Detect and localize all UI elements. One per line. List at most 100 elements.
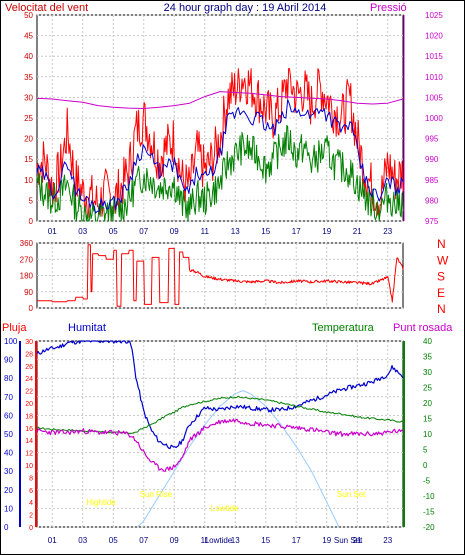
dewpoint-title: Punt rosada <box>393 322 453 334</box>
humidity-y-tick-label: 90 <box>4 356 13 365</box>
direction-y-tick-label: 360 <box>20 239 34 248</box>
humidity-title: Humitat <box>68 322 106 334</box>
wind-x-tick-label: 03 <box>78 227 87 236</box>
direction-compass-label: N <box>437 237 446 251</box>
temp-y-tick-label: 10 <box>423 430 432 439</box>
temp-y-tick-label: 40 <box>423 337 432 346</box>
temperature-title: Temperatura <box>312 322 375 334</box>
rain-y-tick-label: 24 <box>25 376 33 383</box>
pressure-y-tick-label: 990 <box>425 155 439 164</box>
wind-y-tick-label: 50 <box>24 11 33 20</box>
humidity-y-tick-label: 80 <box>4 374 13 383</box>
tide-sun-annotation: Sun Set <box>337 490 366 499</box>
chart-title: 24 hour graph day : 19 Abril 2014 <box>164 2 327 14</box>
wind-speed-series <box>36 68 404 222</box>
wind-y-tick-label: 10 <box>24 176 33 185</box>
rain-y-tick-label: 16 <box>25 426 33 433</box>
pressure-y-tick-label: 1010 <box>425 73 443 82</box>
lowtide-x-label: Lowtide <box>205 536 233 545</box>
rain-y-tick-label: 0 <box>29 525 33 532</box>
wind-average-series <box>36 99 404 214</box>
humidity-y-tick-label: 10 <box>4 504 13 513</box>
rain-y-tick-label: 28 <box>25 351 33 358</box>
rain-y-tick-label: 30 <box>25 339 33 346</box>
humidity-x-tick-label: 19 <box>322 536 331 545</box>
humidity-y-tick-label: 50 <box>4 430 13 439</box>
humidity-x-tick-label: 13 <box>231 536 240 545</box>
direction-y-tick-label: 180 <box>20 272 34 281</box>
dewpoint-series <box>36 418 404 472</box>
tide-sun-annotation: Lowtide <box>211 504 239 513</box>
temp-y-tick-label: 35 <box>423 353 432 362</box>
wind-y-tick-label: 45 <box>24 32 33 41</box>
wind-y-tick-label: 15 <box>24 155 33 164</box>
humidity-x-tick-label: 21 <box>353 536 362 545</box>
humidity-x-tick-label: 15 <box>261 536 270 545</box>
humidity-x-tick-label: 07 <box>139 536 148 545</box>
rain-y-tick-label: 8 <box>29 475 33 482</box>
rain-title: Pluja <box>2 322 27 334</box>
wind-pressure-chart: 0510152025303540455097598098599099510001… <box>24 11 443 236</box>
humidity-y-tick-label: 100 <box>4 337 18 346</box>
rain-y-tick-label: 6 <box>29 488 33 495</box>
rain-y-tick-label: 4 <box>29 500 33 507</box>
temp-y-tick-label: -20 <box>423 523 435 532</box>
rain-y-tick-label: 20 <box>25 401 33 408</box>
wind-y-tick-label: 40 <box>24 52 33 61</box>
humidity-series <box>36 340 404 450</box>
wind-low-series <box>36 125 404 222</box>
sunset-x-label: Sun Set <box>334 536 363 545</box>
wind-x-tick-label: 13 <box>231 227 240 236</box>
humidity-y-tick-label: 20 <box>4 486 13 495</box>
rain-y-tick-label: 22 <box>25 389 33 396</box>
direction-y-tick-label: 0 <box>29 304 34 313</box>
wind-x-tick-label: 21 <box>353 227 362 236</box>
humidity-x-tick-label: 03 <box>78 536 87 545</box>
tide-sun-annotation: Sun Rise <box>140 490 173 499</box>
temp-y-tick-label: -15 <box>423 508 435 517</box>
wind-x-tick-label: 23 <box>383 227 392 236</box>
tide-sun-annotation: Hightide <box>86 498 116 507</box>
wind-y-tick-label: 0 <box>29 217 34 226</box>
temp-y-tick-label: -5 <box>423 477 431 486</box>
pressure-title: Pressió <box>370 2 407 14</box>
humidity-x-tick-label: 17 <box>292 536 301 545</box>
wind-x-tick-label: 07 <box>139 227 148 236</box>
wind-x-tick-label: 09 <box>170 227 179 236</box>
wind-x-tick-label: 19 <box>322 227 331 236</box>
temp-y-tick-label: -10 <box>423 492 435 501</box>
direction-y-tick-label: 90 <box>24 288 33 297</box>
rain-y-tick-label: 14 <box>25 438 33 445</box>
direction-compass-label: N <box>437 302 446 316</box>
wind-y-tick-label: 20 <box>24 135 33 144</box>
humidity-x-tick-label: 01 <box>48 536 57 545</box>
humidity-y-tick-label: 60 <box>4 411 13 420</box>
direction-compass-label: E <box>437 286 445 300</box>
wind-title: Velocitat del vent <box>5 2 88 14</box>
sun-elevation-curve <box>137 390 340 528</box>
wind-x-tick-label: 05 <box>109 227 118 236</box>
rain-y-tick-label: 12 <box>25 451 33 458</box>
wind-direction-series <box>37 244 404 307</box>
wind-y-tick-label: 25 <box>24 114 33 123</box>
wind-x-tick-label: 01 <box>48 227 57 236</box>
pressure-y-tick-label: 1020 <box>425 32 443 41</box>
pressure-y-tick-label: 1015 <box>425 52 443 61</box>
pressure-series <box>36 91 404 109</box>
wind-y-tick-label: 30 <box>24 93 33 102</box>
direction-compass-label: W <box>437 253 449 267</box>
rain-y-tick-label: 10 <box>25 463 33 470</box>
temp-y-tick-label: 30 <box>423 368 432 377</box>
temp-y-tick-label: 15 <box>423 415 432 424</box>
direction-compass-label: S <box>437 270 445 284</box>
temp-y-tick-label: 20 <box>423 399 432 408</box>
rain-y-tick-label: 26 <box>25 364 33 371</box>
wind-y-tick-label: 5 <box>29 196 34 205</box>
humidity-x-tick-label: 11 <box>201 536 210 545</box>
humidity-y-tick-label: 70 <box>4 393 13 402</box>
humidity-x-tick-label: 05 <box>109 536 118 545</box>
humidity-y-tick-label: 40 <box>4 449 13 458</box>
temp-y-tick-label: 5 <box>423 446 428 455</box>
